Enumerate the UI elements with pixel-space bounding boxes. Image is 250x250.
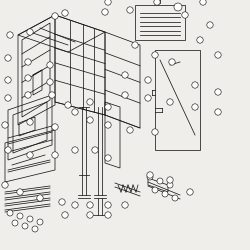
Circle shape <box>47 79 53 85</box>
Circle shape <box>145 95 151 101</box>
Circle shape <box>65 102 71 108</box>
Circle shape <box>2 122 8 128</box>
Circle shape <box>5 95 11 101</box>
Circle shape <box>87 99 93 105</box>
Circle shape <box>87 117 93 123</box>
Circle shape <box>37 195 43 201</box>
Circle shape <box>72 147 78 153</box>
Circle shape <box>167 182 173 188</box>
Circle shape <box>215 109 221 115</box>
Circle shape <box>5 55 11 61</box>
Circle shape <box>105 122 111 128</box>
Circle shape <box>5 77 11 83</box>
Circle shape <box>102 9 108 15</box>
Circle shape <box>154 0 160 5</box>
Circle shape <box>7 210 13 216</box>
Circle shape <box>37 219 43 225</box>
Circle shape <box>92 147 98 153</box>
Circle shape <box>182 12 188 18</box>
Circle shape <box>32 226 38 232</box>
Circle shape <box>2 182 8 188</box>
Circle shape <box>27 152 33 158</box>
Circle shape <box>122 72 128 78</box>
Circle shape <box>25 75 31 81</box>
Circle shape <box>152 129 158 135</box>
Circle shape <box>27 216 33 222</box>
Circle shape <box>25 59 31 65</box>
Circle shape <box>132 42 138 48</box>
Circle shape <box>22 223 28 229</box>
Circle shape <box>167 99 173 105</box>
Circle shape <box>172 195 178 201</box>
Circle shape <box>52 152 58 158</box>
Circle shape <box>147 172 153 178</box>
Circle shape <box>62 212 68 218</box>
Circle shape <box>152 52 158 58</box>
Circle shape <box>5 147 11 153</box>
Circle shape <box>105 155 111 161</box>
Circle shape <box>72 109 78 115</box>
Circle shape <box>152 187 158 193</box>
Circle shape <box>25 92 31 98</box>
Circle shape <box>122 92 128 98</box>
Circle shape <box>157 178 163 184</box>
Circle shape <box>105 212 111 218</box>
Circle shape <box>87 212 93 218</box>
Circle shape <box>7 32 13 38</box>
Circle shape <box>200 0 206 5</box>
Circle shape <box>59 199 65 205</box>
Circle shape <box>72 202 78 208</box>
Circle shape <box>147 174 153 180</box>
Circle shape <box>162 191 168 197</box>
Circle shape <box>122 202 128 208</box>
Circle shape <box>87 202 93 208</box>
Circle shape <box>187 189 193 195</box>
Circle shape <box>105 202 111 208</box>
Circle shape <box>197 37 203 43</box>
Circle shape <box>145 77 151 83</box>
Circle shape <box>207 22 213 28</box>
Circle shape <box>49 92 55 98</box>
Circle shape <box>174 3 182 11</box>
Circle shape <box>105 104 111 110</box>
Circle shape <box>12 220 18 226</box>
Circle shape <box>215 52 221 58</box>
Circle shape <box>167 177 173 183</box>
Circle shape <box>192 82 198 88</box>
Circle shape <box>17 213 23 219</box>
Circle shape <box>47 62 53 68</box>
Circle shape <box>52 13 58 19</box>
Circle shape <box>27 119 33 125</box>
Circle shape <box>169 59 175 65</box>
Circle shape <box>215 89 221 95</box>
Circle shape <box>17 189 23 195</box>
Circle shape <box>52 124 58 130</box>
Circle shape <box>27 29 33 35</box>
Circle shape <box>127 7 133 13</box>
Circle shape <box>192 104 198 110</box>
Circle shape <box>62 10 68 16</box>
Circle shape <box>127 127 133 133</box>
Circle shape <box>105 0 111 5</box>
